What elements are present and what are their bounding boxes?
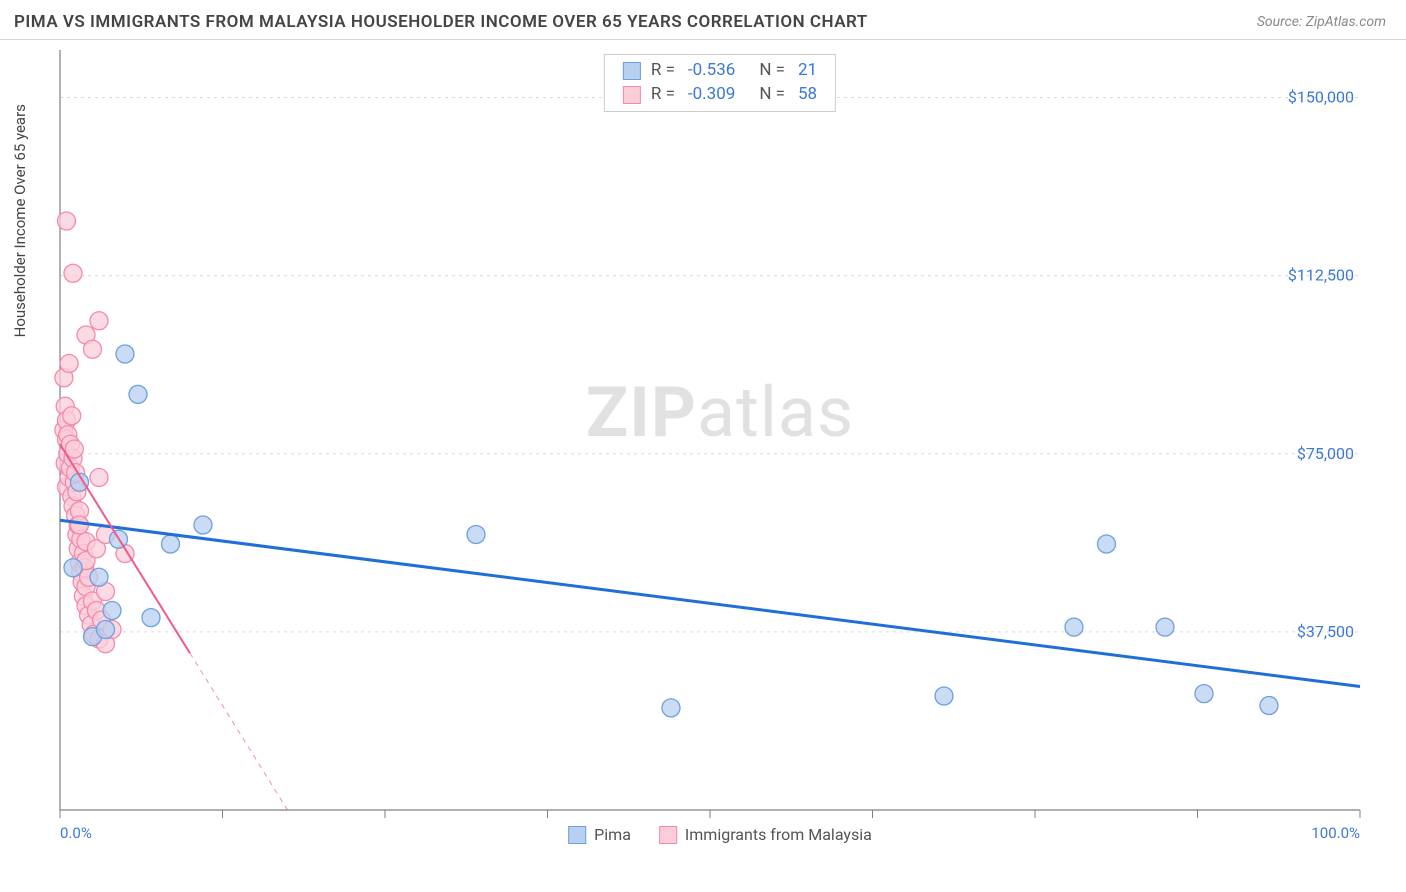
data-point [662, 699, 680, 717]
data-point [90, 312, 108, 330]
legend-r-value: -0.309 [688, 83, 735, 107]
legend-swatch [623, 86, 641, 104]
y-axis-title: Householder Income Over 65 years [11, 104, 29, 337]
correlation-legend-row: R = -0.536 N = 21 [623, 59, 817, 83]
data-point [64, 559, 82, 577]
y-tick-label: $150,000 [1288, 88, 1354, 107]
data-point [64, 264, 82, 282]
data-point [84, 340, 102, 358]
scatter-plot: $37,500 $75,000 $112,500 $150,000 0.0% 100.0% [50, 50, 1390, 840]
chart-source: Source: ZipAtlas.com [1257, 14, 1386, 30]
correlation-legend: R = -0.536 N = 21 R = -0.309 N = 58 [604, 54, 836, 112]
x-tick-label: 100.0% [1311, 824, 1360, 840]
legend-n-label: N = [759, 59, 785, 83]
legend-n-value: 21 [798, 59, 817, 83]
data-point [129, 385, 147, 403]
legend-swatch [568, 826, 586, 844]
data-point [1065, 618, 1083, 636]
y-tick-label: $75,000 [1297, 444, 1354, 463]
data-point [194, 516, 212, 534]
data-point [90, 469, 108, 487]
data-point [63, 407, 81, 425]
data-point [467, 526, 485, 544]
legend-r-value: -0.536 [688, 59, 735, 83]
data-point [103, 602, 121, 620]
legend-n-label: N = [759, 83, 785, 107]
data-point [935, 687, 953, 705]
legend-swatch [659, 826, 677, 844]
data-point [97, 621, 115, 639]
data-point [60, 355, 78, 373]
x-tick-label: 0.0% [60, 824, 92, 840]
series-legend: Pima Immigrants from Malaysia [568, 825, 872, 844]
correlation-legend-row: R = -0.309 N = 58 [623, 83, 817, 107]
series-legend-label: Pima [594, 825, 631, 844]
chart-header: PIMA VS IMMIGRANTS FROM MALAYSIA HOUSEHO… [0, 0, 1406, 40]
series-legend-item: Pima [568, 825, 631, 844]
data-point [1195, 685, 1213, 703]
series-legend-item: Immigrants from Malaysia [659, 825, 872, 844]
data-point [1156, 618, 1174, 636]
data-point [58, 212, 76, 230]
y-tick-label: $37,500 [1297, 622, 1354, 641]
data-point [142, 609, 160, 627]
legend-n-value: 58 [798, 83, 817, 107]
data-point [90, 568, 108, 586]
data-point [162, 535, 180, 553]
legend-r-label: R = [651, 59, 675, 83]
legend-swatch [623, 62, 641, 80]
data-point [116, 345, 134, 363]
data-point [1098, 535, 1116, 553]
chart-area: Householder Income Over 65 years $37,500… [50, 50, 1390, 840]
y-tick-label: $112,500 [1288, 266, 1354, 285]
series-legend-label: Immigrants from Malaysia [685, 825, 872, 844]
chart-title: PIMA VS IMMIGRANTS FROM MALAYSIA HOUSEHO… [14, 12, 868, 32]
data-point [1260, 697, 1278, 715]
legend-r-label: R = [651, 83, 675, 107]
